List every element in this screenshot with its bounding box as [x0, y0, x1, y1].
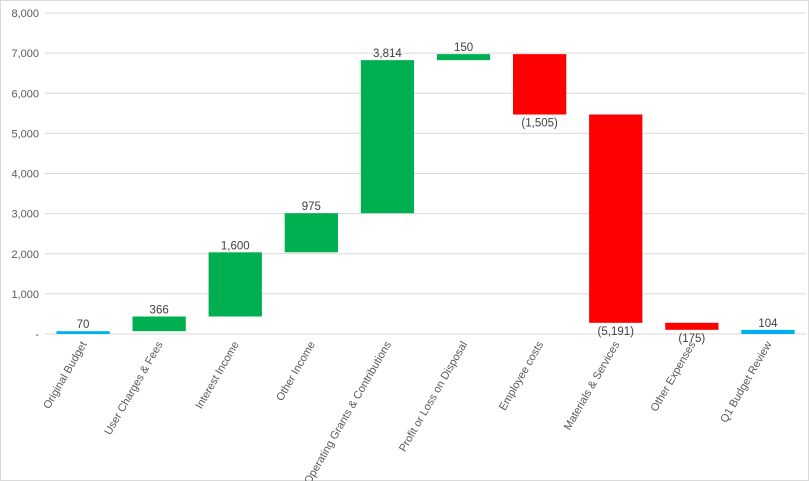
y-tick-label: 4,000 — [11, 169, 39, 181]
bar — [284, 213, 338, 253]
value-label: (175) — [678, 333, 705, 345]
value-label: 3,814 — [373, 48, 402, 60]
bar — [436, 54, 491, 61]
bar — [132, 316, 186, 332]
value-label: 70 — [77, 319, 90, 331]
bar — [208, 252, 262, 317]
y-tick-label: 3,000 — [11, 209, 39, 221]
bar — [360, 60, 415, 214]
y-tick-label: 1,000 — [11, 289, 39, 301]
bar — [513, 54, 567, 115]
y-tick-label: - — [35, 329, 39, 341]
bar — [665, 322, 719, 330]
y-tick-label: 8,000 — [11, 8, 39, 20]
value-label: 150 — [454, 42, 473, 54]
value-label: 975 — [302, 201, 321, 213]
y-tick-label: 5,000 — [11, 128, 39, 140]
value-label: (5,191) — [598, 326, 635, 338]
bar — [589, 114, 643, 323]
value-label: 1,600 — [221, 240, 250, 252]
y-tick-label: 2,000 — [11, 249, 39, 261]
value-label: (1,505) — [521, 118, 558, 130]
value-label: 104 — [758, 318, 778, 330]
value-label: 366 — [150, 305, 169, 317]
bar — [56, 331, 110, 334]
bar — [741, 329, 795, 334]
y-tick-label: 6,000 — [11, 88, 39, 100]
y-tick-label: 7,000 — [11, 48, 39, 60]
